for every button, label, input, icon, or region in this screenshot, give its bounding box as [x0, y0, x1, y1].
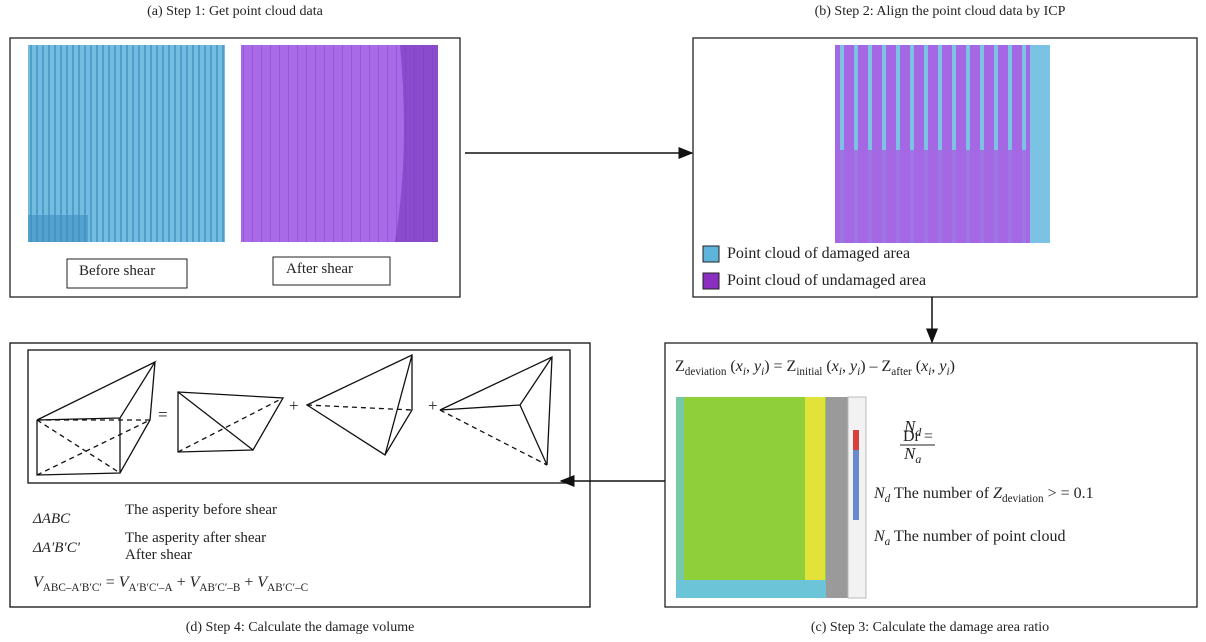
formula: Zdeviation (xi, yi) = Zinitial (xi, yi) …	[675, 358, 955, 378]
formula-part: ) – Z	[860, 358, 891, 375]
formula-part: N	[904, 417, 915, 436]
formula: Na The number of point cloud	[874, 528, 1066, 548]
formula-part: N	[874, 485, 885, 502]
formula-part: > = 0.1	[1044, 485, 1094, 502]
label: After shear	[286, 261, 353, 278]
panel-c	[665, 343, 1197, 607]
formula: VABC–A′B′C′ = VA′B′C′–A + VAB′C′–B + VAB…	[33, 574, 308, 594]
symbol: ΔABC	[33, 511, 70, 528]
formula-part: The number of point cloud	[890, 528, 1065, 545]
operator: +	[428, 396, 438, 416]
before-image	[28, 45, 225, 242]
formula-part: x	[736, 358, 743, 375]
caption: (a) Step 1: Get point cloud data	[147, 4, 323, 20]
description: The asperity before shear	[125, 502, 277, 519]
formula-part: V	[257, 574, 267, 591]
formula-part: AB′C′–B	[199, 582, 240, 594]
formula-part: initial	[796, 366, 822, 378]
formula-part: +	[240, 574, 257, 591]
panel-d	[10, 343, 590, 607]
operator: =	[158, 405, 168, 425]
legend-swatch	[703, 246, 719, 262]
formula-part: The number of	[890, 485, 993, 502]
formula-part: +	[173, 574, 190, 591]
legend-label: Point cloud of damaged area	[727, 245, 910, 263]
caption: (c) Step 3: Calculate the damage area ra…	[811, 620, 1049, 636]
deviation-map	[676, 397, 826, 598]
formula-part: y	[850, 358, 857, 375]
description: The asperity after shear	[125, 530, 266, 547]
formula-part: ,	[842, 358, 850, 375]
formula-part: Z	[675, 358, 685, 375]
legend-swatch	[703, 273, 719, 289]
formula-part: ABC–A′B′C′	[43, 582, 102, 594]
formula-part: (	[726, 358, 735, 375]
formula: Na	[904, 444, 921, 467]
formula-part: after	[891, 366, 912, 378]
formula-part: (	[912, 358, 921, 375]
formula-part: Z	[993, 485, 1002, 502]
formula-part: (	[822, 358, 831, 375]
formula: Nd The number of Zdeviation > = 0.1	[874, 485, 1094, 505]
formula-part: y	[754, 358, 761, 375]
formula: Nd	[904, 417, 921, 440]
description: After shear	[125, 547, 192, 564]
formula-part: N	[874, 528, 885, 545]
label: Before shear	[79, 263, 155, 280]
page: (a) Step 1: Get point cloud data Before …	[0, 0, 1206, 642]
formula-part: V	[33, 574, 43, 591]
formula-part: a	[915, 452, 921, 466]
operator: +	[289, 396, 299, 416]
caption: (d) Step 4: Calculate the damage volume	[186, 620, 415, 636]
caption: (b) Step 2: Align the point cloud data b…	[815, 4, 1066, 20]
formula-part: x	[832, 358, 839, 375]
formula-part: =	[102, 574, 119, 591]
formula-part: deviation	[1002, 493, 1044, 505]
legend-label: Point cloud of undamaged area	[727, 272, 926, 290]
panel-a	[10, 38, 460, 297]
formula-part: V	[190, 574, 200, 591]
formula-part: V	[119, 574, 129, 591]
formula-part: N	[904, 444, 915, 463]
formula-part: ,	[746, 358, 754, 375]
formula-part: deviation	[685, 366, 727, 378]
formula-part: d	[915, 425, 921, 439]
formula-part: A′B′C′–A	[129, 582, 173, 594]
formula-part: ) = Z	[764, 358, 796, 375]
formula-part: )	[950, 358, 955, 375]
formula-part: AB′C′–C	[267, 582, 308, 594]
symbol: ΔA′B′C′	[33, 540, 80, 557]
